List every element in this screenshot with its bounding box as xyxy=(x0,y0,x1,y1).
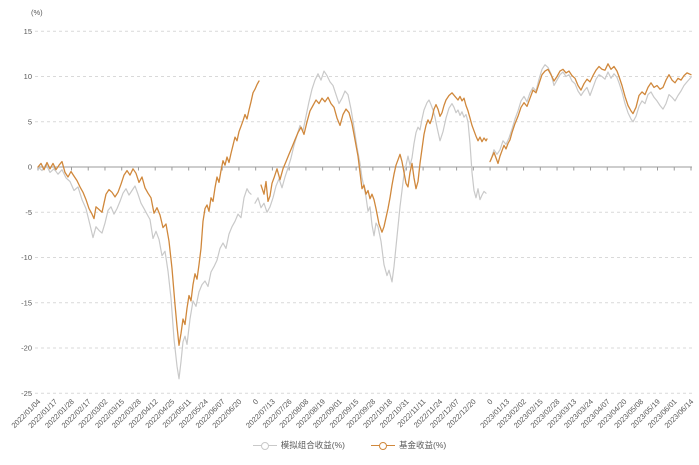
y-axis-tick-label: 10 xyxy=(24,72,32,81)
y-axis-tick-label: -20 xyxy=(21,344,32,353)
fund-return-line xyxy=(260,92,488,233)
y-axis-tick-label: -25 xyxy=(21,389,32,398)
legend-marker-circle xyxy=(379,442,387,450)
legend-label: 基金收益(%) xyxy=(399,440,447,450)
simulated-portfolio-line xyxy=(254,70,487,283)
y-axis-tick-label: -5 xyxy=(25,208,32,217)
fund-return-line xyxy=(37,80,260,346)
legend-label: 模拟组合收益(%) xyxy=(280,440,345,450)
simulated-portfolio-line xyxy=(37,163,252,380)
legend-marker-circle xyxy=(260,442,269,450)
y-axis-tick-label: -15 xyxy=(21,298,32,307)
x-axis-tick-label: 0 xyxy=(485,397,494,406)
legend-item-fund-return: 基金收益(%) xyxy=(371,441,446,450)
y-axis-tick-label: 5 xyxy=(28,117,32,126)
x-axis-tick-label: 0 xyxy=(251,397,260,406)
legend-item-simulated-portfolio: 模拟组合收益(%) xyxy=(252,440,345,450)
line-circle-marker-icon xyxy=(371,441,395,450)
y-axis-unit-label: (%) xyxy=(31,8,43,17)
simulated-portfolio-line xyxy=(490,64,692,161)
y-axis-tick-label: 15 xyxy=(24,27,32,36)
line-circle-marker-icon xyxy=(252,441,277,450)
fund-return-line xyxy=(489,63,692,165)
chart-legend: 模拟组合收益(%) 基金收益(%) xyxy=(0,441,699,450)
y-axis-tick-label: 0 xyxy=(28,163,32,172)
y-axis-tick-label: -10 xyxy=(21,253,32,262)
